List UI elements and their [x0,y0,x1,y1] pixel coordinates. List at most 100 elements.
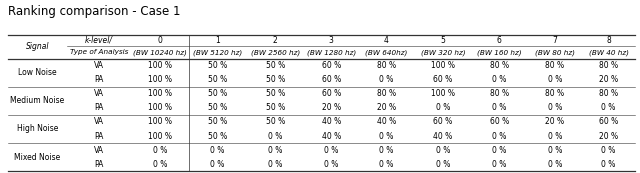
Text: 3: 3 [329,36,333,45]
Text: 50 %: 50 % [266,61,285,70]
Text: PA: PA [95,103,104,112]
Text: 80 %: 80 % [545,89,564,98]
Text: 50 %: 50 % [208,89,227,98]
Text: VA: VA [94,89,104,98]
Text: 60 %: 60 % [321,75,341,84]
Text: 50 %: 50 % [208,103,227,112]
Text: 0 %: 0 % [548,103,562,112]
Text: 0 %: 0 % [492,160,506,169]
Text: VA: VA [94,61,104,70]
Text: 50 %: 50 % [208,75,227,84]
Text: 20 %: 20 % [322,103,340,112]
Text: 50 %: 50 % [208,131,227,140]
Text: Mixed Noise: Mixed Noise [14,153,61,162]
Text: 40 %: 40 % [377,117,396,126]
Text: Low Noise: Low Noise [18,68,57,77]
Text: 0 %: 0 % [324,160,339,169]
Text: 50 %: 50 % [266,89,285,98]
Text: 60 %: 60 % [490,117,509,126]
Text: 100 %: 100 % [431,89,455,98]
Text: 100 %: 100 % [431,61,455,70]
Text: 60 %: 60 % [433,75,452,84]
Text: 40 %: 40 % [433,131,452,140]
Text: 0 %: 0 % [492,103,506,112]
Text: 60 %: 60 % [321,89,341,98]
Text: VA: VA [94,146,104,155]
Text: 0 %: 0 % [153,146,167,155]
Text: 80 %: 80 % [490,89,509,98]
Text: 7: 7 [552,36,557,45]
Text: k-level/: k-level/ [85,36,113,45]
Text: 60 %: 60 % [321,61,341,70]
Text: 0 %: 0 % [380,131,394,140]
Text: 40 %: 40 % [321,117,341,126]
Text: PA: PA [95,160,104,169]
Text: PA: PA [95,131,104,140]
Text: 1: 1 [215,36,220,45]
Text: 0 %: 0 % [324,146,339,155]
Text: 100 %: 100 % [148,117,172,126]
Text: 6: 6 [497,36,502,45]
Text: 80 %: 80 % [599,61,618,70]
Text: (BW 40 hz): (BW 40 hz) [589,49,628,56]
Text: (BW 160 hz): (BW 160 hz) [477,49,522,56]
Text: 20 %: 20 % [545,117,564,126]
Text: 100 %: 100 % [148,103,172,112]
Text: 80 %: 80 % [490,61,509,70]
Text: 100 %: 100 % [148,89,172,98]
Text: 0 %: 0 % [268,160,282,169]
Text: 50 %: 50 % [208,117,227,126]
Text: (BW 80 hz): (BW 80 hz) [535,49,575,56]
Text: 100 %: 100 % [148,61,172,70]
Text: 60 %: 60 % [599,117,618,126]
Text: 2: 2 [273,36,278,45]
Text: 0 %: 0 % [548,160,562,169]
Text: 60 %: 60 % [433,117,452,126]
Text: 50 %: 50 % [266,103,285,112]
Text: 20 %: 20 % [599,131,618,140]
Text: 0 %: 0 % [492,75,506,84]
Text: VA: VA [94,117,104,126]
Text: (BW 2560 hz): (BW 2560 hz) [251,49,300,56]
Text: Medium Noise: Medium Noise [10,96,65,105]
Text: 0 %: 0 % [380,146,394,155]
Text: 0 %: 0 % [602,146,616,155]
Text: (BW 1280 hz): (BW 1280 hz) [307,49,356,56]
Text: 0 %: 0 % [153,160,167,169]
Text: 100 %: 100 % [148,75,172,84]
Text: 0 %: 0 % [548,146,562,155]
Text: 0 %: 0 % [436,103,450,112]
Text: 80 %: 80 % [377,89,396,98]
Text: 80 %: 80 % [545,61,564,70]
Text: 5: 5 [440,36,445,45]
Text: 0 %: 0 % [602,103,616,112]
Text: 0 %: 0 % [548,75,562,84]
Text: 0 %: 0 % [268,146,282,155]
Text: 0 %: 0 % [268,131,282,140]
Text: 0 %: 0 % [380,160,394,169]
Text: 0 %: 0 % [380,75,394,84]
Text: 0: 0 [157,36,163,45]
Text: Type of Analysis: Type of Analysis [70,49,129,55]
Text: (BW 640hz): (BW 640hz) [365,49,408,56]
Text: 80 %: 80 % [377,61,396,70]
Text: 0 %: 0 % [492,131,506,140]
Text: 8: 8 [606,36,611,45]
Text: Ranking comparison - Case 1: Ranking comparison - Case 1 [8,5,180,18]
Text: (BW 10240 hz): (BW 10240 hz) [133,49,187,56]
Text: 0 %: 0 % [211,160,225,169]
Text: 0 %: 0 % [492,146,506,155]
Text: 0 %: 0 % [436,146,450,155]
Text: 0 %: 0 % [548,131,562,140]
Text: 4: 4 [384,36,389,45]
Text: 40 %: 40 % [321,131,341,140]
Text: PA: PA [95,75,104,84]
Text: 50 %: 50 % [208,61,227,70]
Text: 80 %: 80 % [599,89,618,98]
Text: 0 %: 0 % [602,160,616,169]
Text: (BW 320 hz): (BW 320 hz) [420,49,465,56]
Text: 50 %: 50 % [266,75,285,84]
Text: 100 %: 100 % [148,131,172,140]
Text: High Noise: High Noise [17,125,58,134]
Text: 50 %: 50 % [266,117,285,126]
